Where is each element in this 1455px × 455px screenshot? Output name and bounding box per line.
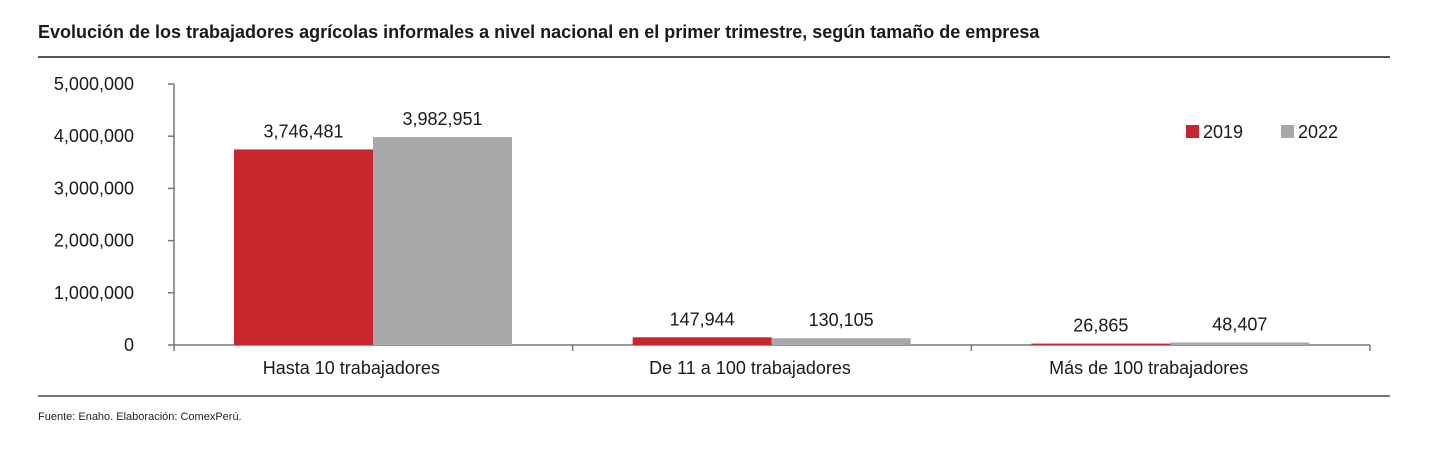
data-labels: 3,746,481 147,944 26,865 3,982,951 130,105 48… bbox=[263, 109, 1267, 336]
bar-2019-0 bbox=[234, 149, 373, 345]
y-tick-label: 0 bbox=[124, 335, 134, 355]
y-tick-label: 5,000,000 bbox=[54, 74, 134, 94]
data-label-2019-0: 3,746,481 bbox=[263, 121, 343, 141]
chart-title: Evolución de los trabajadores agrícolas … bbox=[38, 22, 1040, 42]
legend: 2019 2022 bbox=[1186, 122, 1338, 142]
y-tick-label: 3,000,000 bbox=[54, 178, 134, 198]
title-divider bbox=[38, 56, 1390, 58]
data-label-2019-2: 26,865 bbox=[1073, 316, 1128, 336]
source-note: Fuente: Enaho. Elaboración: ComexPerú. bbox=[38, 411, 242, 423]
y-tick-label: 4,000,000 bbox=[54, 126, 134, 146]
bar-2022-1 bbox=[771, 338, 911, 345]
bar-2022-2 bbox=[1170, 342, 1310, 345]
y-tick-label: 2,000,000 bbox=[54, 231, 134, 251]
legend-swatch-2022 bbox=[1281, 125, 1294, 138]
footer-divider bbox=[38, 395, 1390, 397]
bar-2019-1 bbox=[632, 337, 772, 345]
legend-label-2019: 2019 bbox=[1203, 122, 1243, 142]
x-tick-label: De 11 a 100 trabajadores bbox=[649, 358, 851, 378]
legend-swatch-2019 bbox=[1186, 125, 1199, 138]
y-tick-label: 1,000,000 bbox=[54, 283, 134, 303]
x-tick-label: Más de 100 trabajadores bbox=[1049, 358, 1248, 378]
bar-2022-0 bbox=[373, 137, 512, 345]
y-axis: 0 1,000,000 2,000,000 3,000,000 4,000,000 5,0… bbox=[54, 74, 175, 355]
data-label-2022-2: 48,407 bbox=[1212, 314, 1267, 334]
legend-label-2022: 2022 bbox=[1298, 122, 1338, 142]
data-label-2022-1: 130,105 bbox=[809, 310, 874, 330]
bars bbox=[234, 137, 1310, 345]
data-label-2019-1: 147,944 bbox=[670, 309, 735, 329]
bar-2019-2 bbox=[1031, 343, 1171, 345]
x-axis: Hasta 10 trabajadores De 11 a 100 trabaja… bbox=[173, 344, 1371, 378]
x-tick-label: Hasta 10 trabajadores bbox=[263, 358, 440, 378]
data-label-2022-0: 3,982,951 bbox=[402, 109, 482, 129]
